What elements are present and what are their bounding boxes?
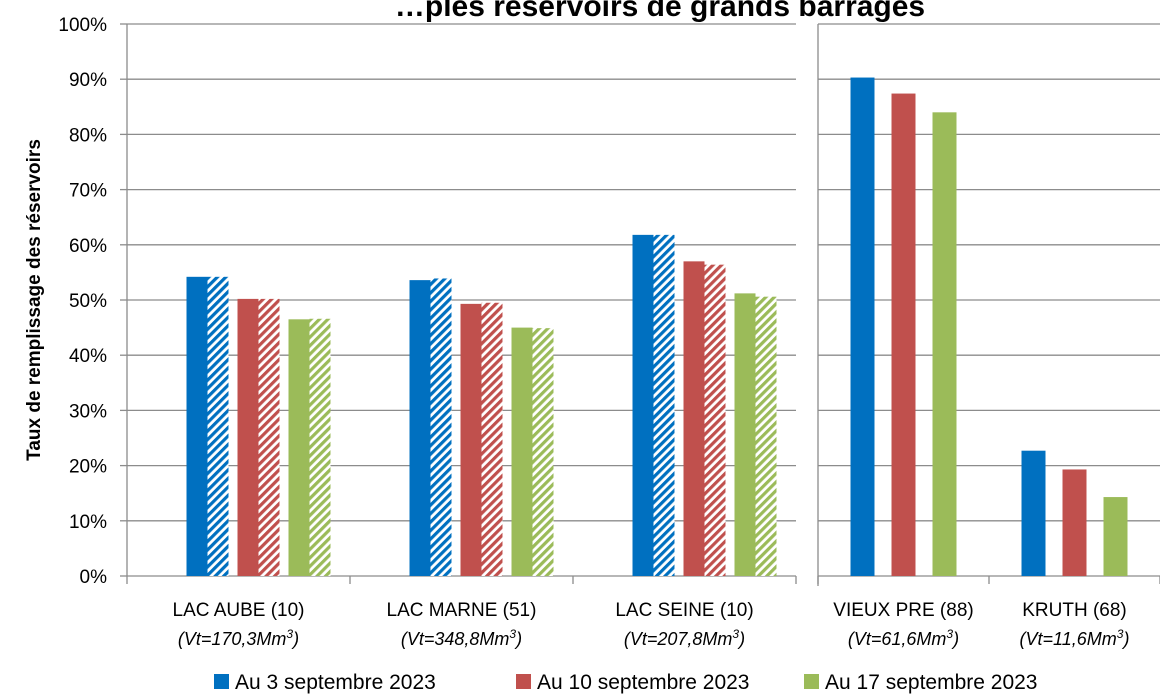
legend-label: Au 17 septembre 2023 — [825, 671, 1037, 694]
bar-hatched-sep3 — [653, 234, 675, 576]
bar-sep10 — [891, 93, 916, 576]
x-category-label: LAC AUBE (10) — [173, 600, 305, 621]
bar-sep17 — [1103, 497, 1128, 576]
bar-hatched-sep17 — [532, 328, 554, 576]
bar-sep17 — [511, 327, 533, 576]
bar-sep3 — [1021, 450, 1046, 576]
y-tick-label: 90% — [69, 70, 107, 91]
legend: Au 3 septembre 2023 Au 10 septembre 2023 A… — [214, 671, 1037, 694]
bar-hatched-sep17 — [309, 318, 331, 576]
x-category-volume: (Vt=61,6Mm3) — [848, 627, 959, 649]
bar-sep17 — [734, 293, 756, 576]
bar-hatched-sep10 — [481, 302, 503, 576]
y-tick-label: 20% — [69, 457, 107, 478]
bar-sep3 — [186, 276, 208, 576]
bar-sep10 — [460, 303, 482, 576]
legend-swatch — [214, 674, 229, 689]
x-category-label: VIEUX PRE (88) — [833, 600, 973, 621]
bar-hatched-sep10 — [704, 264, 726, 576]
legend-label: Au 10 septembre 2023 — [537, 671, 749, 694]
bar-sep3 — [850, 77, 875, 576]
bar-hatched-sep3 — [430, 278, 452, 576]
bar-sep17 — [932, 112, 957, 576]
x-category-volume: (Vt=207,8Mm3) — [624, 627, 745, 649]
labels: 0% 10% 20% 30% 40% 50% 60% 70% 80% 90% 100% LAC AUB… — [58, 15, 1129, 649]
bar-sep10 — [1062, 469, 1087, 576]
gridlines — [127, 23, 1160, 522]
bar-sep10 — [237, 298, 259, 576]
bar-hatched-sep3 — [207, 276, 229, 576]
chart-title: …ples réservoirs de grands barrages — [395, 0, 925, 23]
bars — [186, 77, 1128, 576]
y-tick-label: 10% — [69, 512, 107, 533]
bar-hatched-sep10 — [258, 298, 280, 576]
x-category-label: LAC SEINE (10) — [615, 600, 753, 621]
y-tick-label: 70% — [69, 181, 107, 202]
y-tick-label: 30% — [69, 401, 107, 422]
bar-sep17 — [288, 319, 310, 576]
x-category-volume: (Vt=170,3Mm3) — [178, 627, 299, 649]
legend-swatch — [804, 674, 819, 689]
y-tick-label: 0% — [80, 567, 108, 588]
bar-sep3 — [409, 280, 431, 576]
bar-hatched-sep17 — [755, 296, 777, 576]
y-axis-label: Taux de remplissage des réservoirs — [24, 139, 45, 461]
legend-label: Au 3 septembre 2023 — [235, 671, 436, 694]
y-tick-label: 60% — [69, 236, 107, 257]
bar-sep3 — [632, 234, 654, 576]
y-tick-label: 50% — [69, 291, 107, 312]
bar-sep10 — [683, 261, 705, 576]
y-tick-label: 100% — [58, 15, 107, 36]
y-tick-label: 80% — [69, 125, 107, 146]
x-category-label: KRUTH (68) — [1022, 600, 1127, 621]
x-category-volume: (Vt=11,6Mm3) — [1020, 627, 1130, 649]
x-category-volume: (Vt=348,8Mm3) — [401, 627, 522, 649]
x-category-label: LAC MARNE (51) — [387, 600, 537, 621]
legend-swatch — [516, 674, 531, 689]
y-tick-label: 40% — [69, 346, 107, 367]
